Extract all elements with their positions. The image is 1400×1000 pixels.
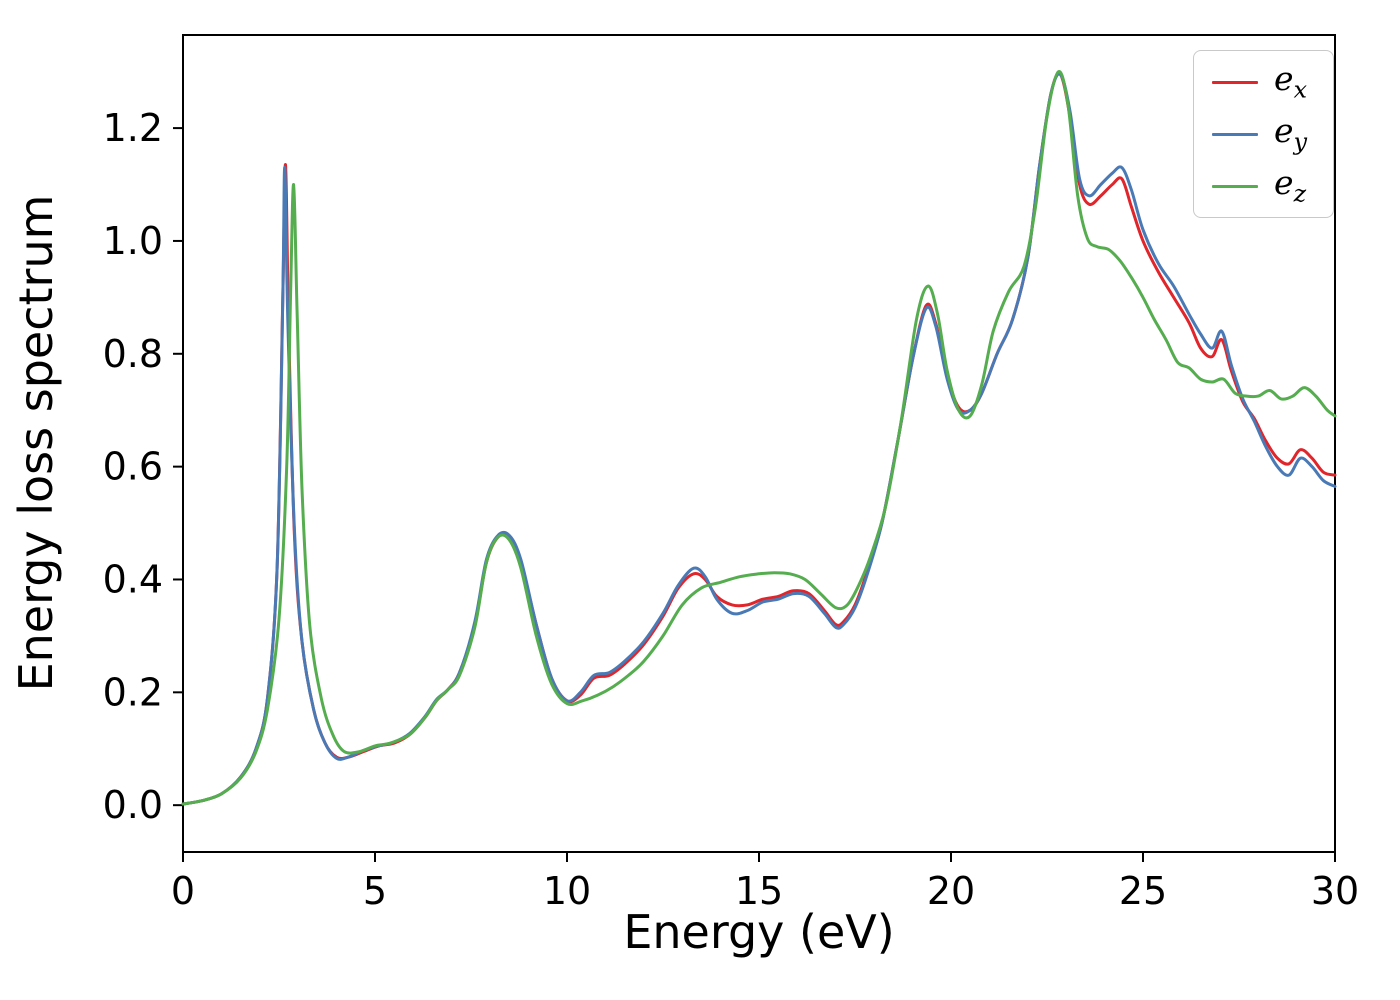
legend-item-e_x: ex: [1212, 58, 1307, 104]
series-line-e_z: [181, 70, 1337, 806]
legend-item-e_y: ey: [1212, 110, 1307, 156]
y-axis-label: Energy loss spectrum: [9, 195, 63, 692]
axis-ticks: 0 5 10 15 20 25 30 0.0 0.2 0.4 0.6 0.8 1.0 1.2: [103, 106, 1360, 913]
x-tick-label: 20: [927, 869, 975, 913]
series-line-e_y: [181, 72, 1337, 806]
legend-box: ex ey ez: [1193, 50, 1334, 218]
x-tick-label: 0: [171, 869, 195, 913]
y-tick-label: 0.2: [103, 670, 163, 714]
y-tick-label: 1.0: [103, 219, 163, 263]
legend-line-sample: [1212, 80, 1259, 84]
legend-line-sample: [1212, 184, 1259, 188]
x-axis-label: Energy (eV): [623, 905, 894, 959]
legend-label: ey: [1274, 110, 1307, 156]
y-tick-label: 1.2: [103, 106, 163, 150]
series-lines: [181, 70, 1337, 806]
y-tick-label: 0.4: [103, 557, 163, 601]
y-tick-label: 0.0: [103, 783, 163, 827]
x-tick-label: 5: [363, 869, 387, 913]
x-tick-label: 30: [1311, 869, 1359, 913]
x-tick-label: 10: [543, 869, 591, 913]
y-tick-label: 0.6: [103, 445, 163, 489]
x-tick-label: 25: [1119, 869, 1167, 913]
legend-label: ez: [1274, 162, 1307, 208]
axes-frame: [182, 34, 1336, 853]
legend-line-sample: [1212, 132, 1259, 136]
x-tick-label: 15: [735, 869, 783, 913]
legend-label: ex: [1274, 58, 1307, 104]
legend-item-e_z: ez: [1212, 162, 1307, 208]
series-line-e_x: [181, 72, 1337, 806]
y-tick-label: 0.8: [103, 332, 163, 376]
